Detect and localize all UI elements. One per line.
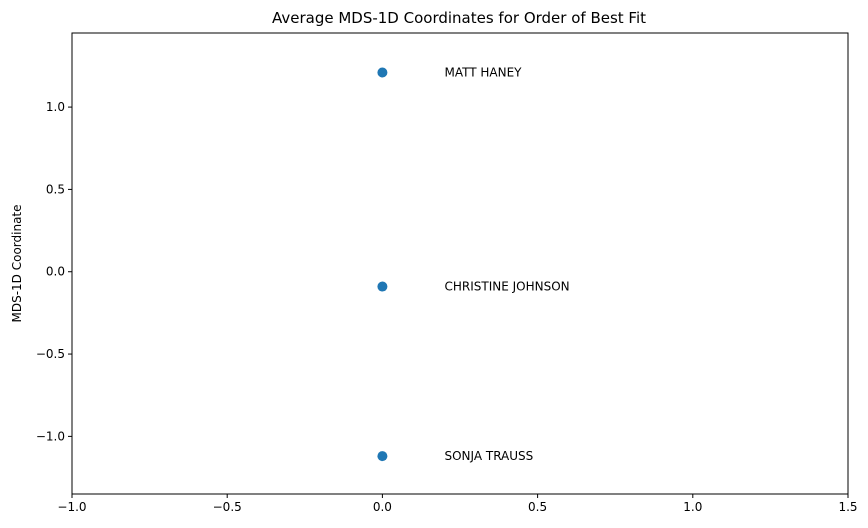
scatter-point bbox=[377, 281, 388, 292]
point-label: MATT HANEY bbox=[444, 66, 522, 80]
x-tick-label: −1.0 bbox=[57, 500, 86, 514]
x-tick-label: 0.5 bbox=[528, 500, 547, 514]
scatter-points bbox=[377, 67, 388, 462]
x-tick-label: −0.5 bbox=[213, 500, 242, 514]
plot-frame bbox=[71, 32, 849, 495]
y-tick-label: −0.5 bbox=[36, 347, 65, 361]
y-tick-label: 0.5 bbox=[46, 182, 65, 196]
x-axis-ticks: −1.0 −0.5 0.0 0.5 1.0 1.5 bbox=[57, 494, 858, 514]
x-tick-label: 0.0 bbox=[373, 500, 392, 514]
x-tick-label: 1.0 bbox=[683, 500, 702, 514]
y-axis-ticks: −1.0 −0.5 0.0 0.5 1.0 bbox=[36, 100, 72, 443]
point-label: CHRISTINE JOHNSON bbox=[444, 280, 569, 294]
scatter-point bbox=[377, 67, 388, 78]
chart-title: Average MDS-1D Coordinates for Order of … bbox=[272, 9, 646, 27]
scatter-point bbox=[377, 451, 388, 462]
x-tick-label: 1.5 bbox=[838, 500, 857, 514]
y-axis-label: MDS-1D Coordinate bbox=[10, 204, 24, 322]
point-annotations: MATT HANEY CHRISTINE JOHNSON SONJA TRAUSS bbox=[444, 66, 569, 464]
point-label: SONJA TRAUSS bbox=[444, 449, 533, 463]
y-tick-label: 1.0 bbox=[46, 100, 65, 114]
y-tick-label: 0.0 bbox=[46, 265, 65, 279]
y-tick-label: −1.0 bbox=[36, 429, 65, 443]
